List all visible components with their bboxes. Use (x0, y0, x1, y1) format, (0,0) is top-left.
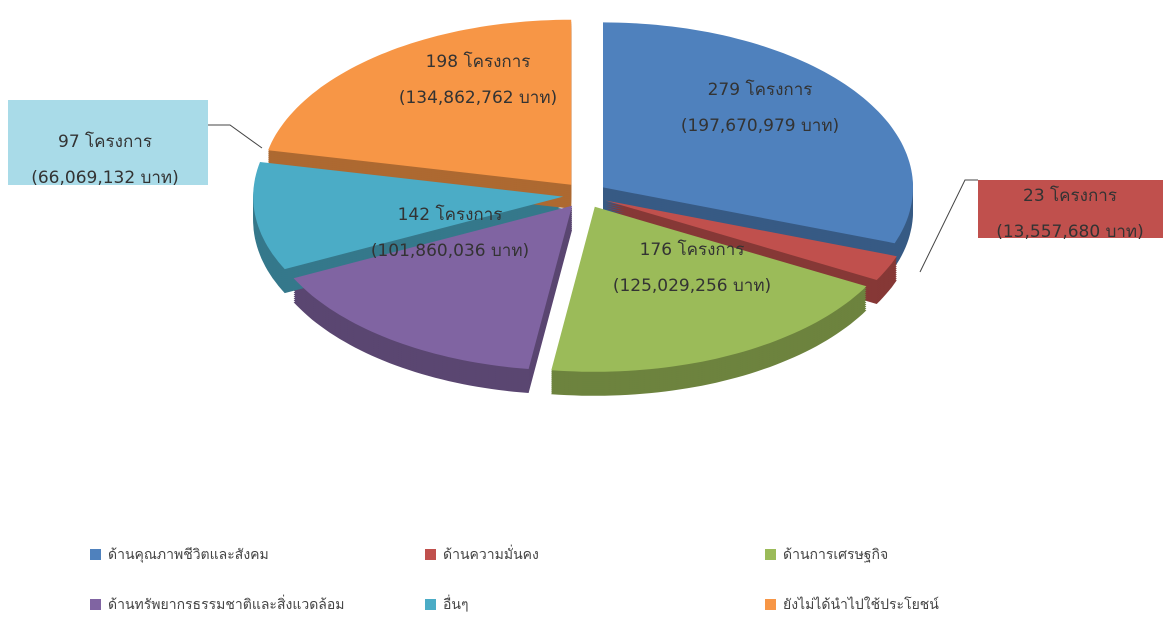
slice (268, 19, 572, 185)
legend: ด้านคุณภาพชีวิตและสังคม ด้านความมั่นคง ด้า… (90, 545, 939, 613)
data-label: (66,069,132 บาท) (31, 168, 179, 188)
leader-line (919, 179, 978, 273)
data-label: 198 โครงการ (426, 51, 531, 72)
legend-label: ด้านทรัพยากรธรรมชาติและสิ่งแวดล้อม (108, 595, 345, 613)
slice (605, 200, 897, 280)
legend-swatch (425, 549, 436, 560)
leader-line (208, 124, 263, 149)
slice (603, 22, 913, 244)
data-labels: 279 โครงการ (197,670,979 บาท) 23 โครงการ (1… (31, 51, 1144, 296)
legend-label: ด้านการเศรษฐกิจ (783, 547, 888, 563)
legend-swatch (765, 599, 776, 610)
legend-label: ยังไม่ได้นำไปใช้ประโยชน์ (783, 596, 939, 613)
data-label: 97 โครงการ (58, 131, 152, 152)
label-box (978, 180, 1163, 238)
slices (253, 19, 913, 372)
legend-swatch (90, 549, 101, 560)
data-label: 176 โครงการ (640, 239, 745, 260)
slice (551, 206, 867, 372)
data-label: (125,029,256 บาท) (613, 276, 771, 296)
slice (253, 162, 564, 270)
legend-label: ด้านคุณภาพชีวิตและสังคม (108, 547, 269, 563)
data-label: (134,862,762 บาท) (399, 88, 557, 108)
legend-swatch (765, 549, 776, 560)
data-label: 23 โครงการ (1023, 185, 1117, 206)
data-label: 279 โครงการ (708, 79, 813, 100)
label-box (8, 100, 208, 185)
slice (293, 205, 573, 369)
data-label: (197,670,979 บาท) (681, 116, 839, 136)
data-label: (101,860,036 บาท) (371, 241, 529, 261)
data-label: 142 โครงการ (398, 204, 503, 225)
legend-swatch (90, 599, 101, 610)
legend-label: อื่นๆ (443, 595, 469, 613)
data-label: (13,557,680 บาท) (996, 222, 1144, 242)
legend-label: ด้านความมั่นคง (443, 545, 539, 563)
legend-swatch (425, 599, 436, 610)
